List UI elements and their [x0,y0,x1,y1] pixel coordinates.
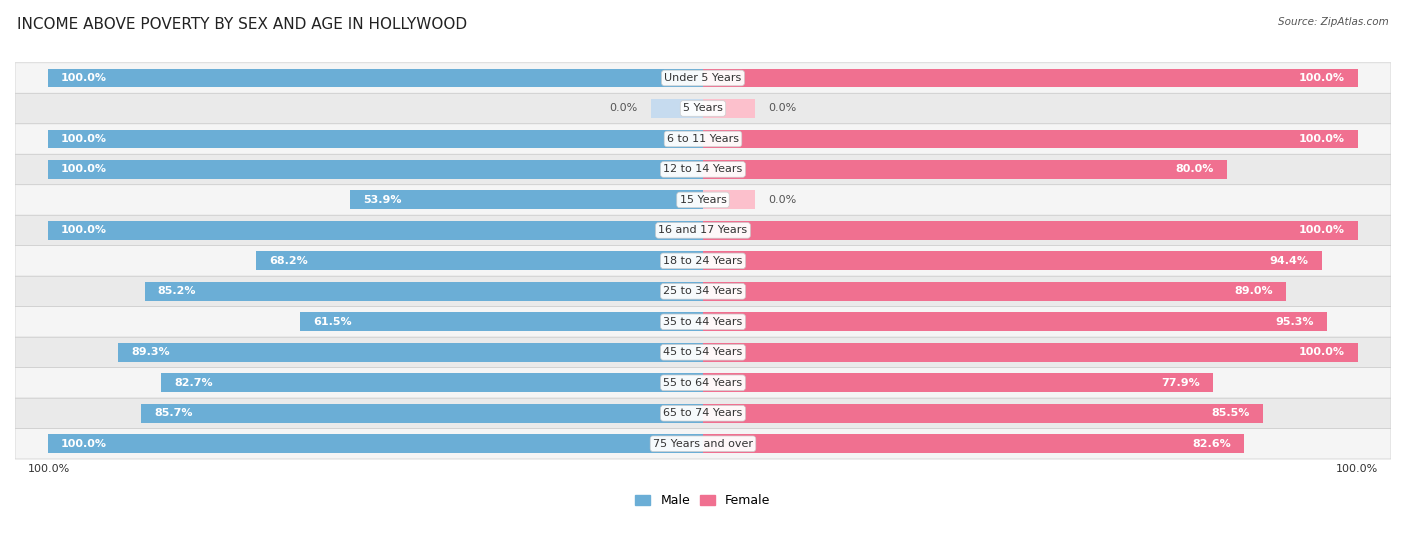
Bar [48,69,703,87]
Bar [142,404,703,423]
Text: 100.0%: 100.0% [60,134,107,144]
Text: 100.0%: 100.0% [1336,463,1378,473]
Bar [703,69,1358,87]
Bar [703,404,1263,423]
Bar [703,252,1322,271]
Text: 85.2%: 85.2% [157,286,197,296]
FancyBboxPatch shape [15,306,1391,337]
FancyBboxPatch shape [15,124,1391,154]
Text: 35 to 44 Years: 35 to 44 Years [664,317,742,327]
Text: 15 Years: 15 Years [679,195,727,205]
Text: Source: ZipAtlas.com: Source: ZipAtlas.com [1278,17,1389,27]
Bar [256,252,703,271]
Text: 18 to 24 Years: 18 to 24 Years [664,256,742,266]
FancyBboxPatch shape [15,398,1391,429]
Legend: Male, Female: Male, Female [630,489,776,512]
FancyBboxPatch shape [15,337,1391,368]
Text: 100.0%: 100.0% [60,225,107,235]
Text: 53.9%: 53.9% [363,195,402,205]
Bar [703,99,755,118]
Text: 68.2%: 68.2% [269,256,308,266]
Bar [118,343,703,362]
Text: 89.3%: 89.3% [131,347,170,357]
Bar [703,434,1244,453]
FancyBboxPatch shape [15,245,1391,276]
Text: 100.0%: 100.0% [60,164,107,174]
Bar [651,99,703,118]
Text: 100.0%: 100.0% [60,73,107,83]
Text: 16 and 17 Years: 16 and 17 Years [658,225,748,235]
Text: Under 5 Years: Under 5 Years [665,73,741,83]
Text: 94.4%: 94.4% [1270,256,1309,266]
Text: 80.0%: 80.0% [1175,164,1215,174]
FancyBboxPatch shape [15,276,1391,306]
Text: 85.7%: 85.7% [155,408,193,418]
Text: 12 to 14 Years: 12 to 14 Years [664,164,742,174]
Bar [703,282,1286,301]
Bar [350,191,703,210]
Text: 100.0%: 100.0% [1299,225,1346,235]
Text: 61.5%: 61.5% [314,317,352,327]
Text: INCOME ABOVE POVERTY BY SEX AND AGE IN HOLLYWOOD: INCOME ABOVE POVERTY BY SEX AND AGE IN H… [17,17,467,32]
Text: 85.5%: 85.5% [1212,408,1250,418]
FancyBboxPatch shape [15,63,1391,93]
FancyBboxPatch shape [15,368,1391,398]
Bar [48,221,703,240]
Bar [48,130,703,148]
Bar [703,160,1227,179]
Text: 89.0%: 89.0% [1234,286,1272,296]
Text: 82.7%: 82.7% [174,378,212,388]
Text: 100.0%: 100.0% [1299,73,1346,83]
Bar [703,221,1358,240]
Text: 100.0%: 100.0% [60,439,107,449]
Text: 45 to 54 Years: 45 to 54 Years [664,347,742,357]
Text: 100.0%: 100.0% [1299,134,1346,144]
FancyBboxPatch shape [15,184,1391,215]
Bar [703,130,1358,148]
FancyBboxPatch shape [15,93,1391,124]
Bar [299,312,703,331]
Text: 55 to 64 Years: 55 to 64 Years [664,378,742,388]
Bar [48,160,703,179]
Bar [145,282,703,301]
Bar [48,434,703,453]
Text: 77.9%: 77.9% [1161,378,1201,388]
Text: 95.3%: 95.3% [1275,317,1315,327]
Bar [162,373,703,392]
Text: 100.0%: 100.0% [28,463,70,473]
Bar [703,312,1327,331]
Text: 0.0%: 0.0% [609,103,637,113]
Text: 65 to 74 Years: 65 to 74 Years [664,408,742,418]
Text: 75 Years and over: 75 Years and over [652,439,754,449]
Bar [703,343,1358,362]
Text: 0.0%: 0.0% [769,103,797,113]
Bar [703,373,1213,392]
FancyBboxPatch shape [15,215,1391,245]
FancyBboxPatch shape [15,429,1391,459]
Text: 6 to 11 Years: 6 to 11 Years [666,134,740,144]
Bar [703,191,755,210]
Text: 0.0%: 0.0% [769,195,797,205]
Text: 100.0%: 100.0% [1299,347,1346,357]
FancyBboxPatch shape [15,154,1391,184]
Text: 5 Years: 5 Years [683,103,723,113]
Text: 25 to 34 Years: 25 to 34 Years [664,286,742,296]
Text: 82.6%: 82.6% [1192,439,1232,449]
